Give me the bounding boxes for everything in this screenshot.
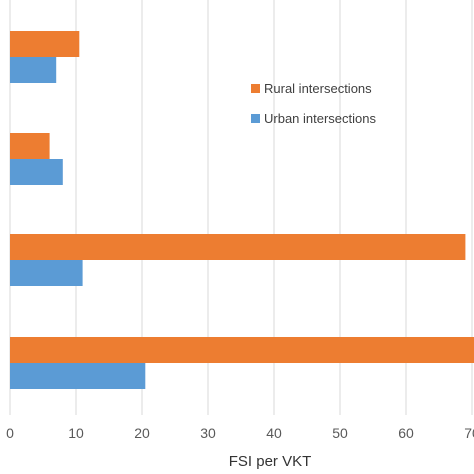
legend-swatch-urban — [251, 114, 260, 123]
x-tick-label-10: 10 — [68, 425, 84, 441]
x-tick-label-70: 70 — [464, 425, 474, 441]
x-tick-label-30: 30 — [200, 425, 216, 441]
bars — [10, 31, 474, 389]
x-tick-label-60: 60 — [398, 425, 414, 441]
urban-bar-4 — [10, 363, 146, 389]
x-tick-labels: 0 10 20 30 40 50 60 70 — [6, 425, 474, 441]
x-tick-label-40: 40 — [266, 425, 282, 441]
x-tick-label-0: 0 — [6, 425, 14, 441]
x-axis-title: FSI per VKT — [229, 453, 312, 470]
urban-bar-1 — [10, 57, 57, 83]
rural-bar-1 — [10, 31, 80, 57]
rural-bar-4 — [10, 337, 474, 363]
urban-bar-3 — [10, 260, 83, 286]
legend: Rural intersections Urban intersections — [251, 81, 376, 126]
urban-bar-2 — [10, 159, 63, 185]
gridlines — [9, 0, 473, 415]
legend-label-rural: Rural intersections — [264, 81, 372, 96]
rural-bar-2 — [10, 133, 50, 159]
legend-swatch-rural — [251, 84, 260, 93]
x-tick-label-20: 20 — [134, 425, 150, 441]
rural-bar-3 — [10, 234, 466, 260]
legend-label-urban: Urban intersections — [264, 111, 376, 126]
x-tick-label-50: 50 — [332, 425, 348, 441]
